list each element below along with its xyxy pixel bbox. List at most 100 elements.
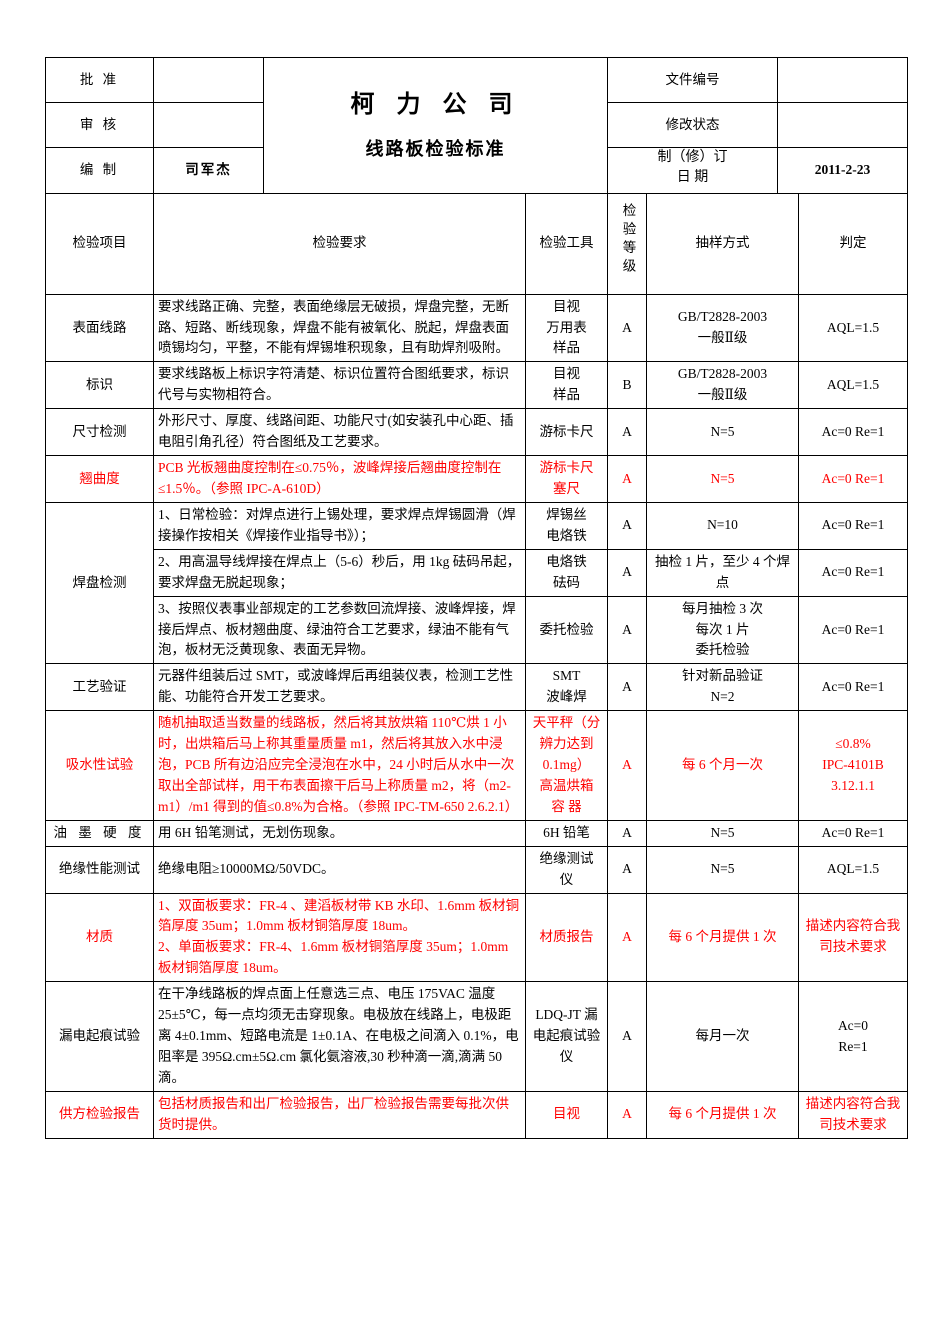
cell-sampling: 针对新品验证 N=2 [646,663,799,712]
table-row: 尺寸检测 外形尺寸、厚度、线路间距、功能尺寸(如安装孔中心距、插电阻引角孔径）符合… [45,408,908,457]
cell-tool: 目视 样品 [525,361,608,410]
cell-grade: A [607,595,647,665]
review-value[interactable] [153,102,264,148]
cell-tool: 绝缘测试仪 [525,845,608,894]
header-grade: 检验等级 [607,192,647,295]
cell-tool: LDQ-JT 漏电起痕试验仪 [525,981,608,1092]
cell-grade: A [607,1090,647,1139]
cell-requirement: 在干净线路板的焊点面上任意选三点、电压 175VAC 温度 25±5℃，每一点均… [153,981,526,1092]
cell-inspection-item: 油 墨 硬 度 [45,819,154,847]
cell-tool: 目视 [525,1090,608,1139]
header-tool: 检验工具 [525,192,608,295]
issue-date-label-line1: 制（修）订 [657,150,728,165]
review-label: 审 核 [45,102,154,148]
file-no-value[interactable] [777,57,908,103]
cell-grade: A [607,663,647,712]
header-requirement: 检验要求 [153,192,526,295]
cell-requirement: 2、用高温导线焊接在焊点上（5-6）秒后，用 1kg 砝码吊起，要求焊盘无脱起现… [153,548,526,597]
cell-judgement: Ac=0 Re=1 [798,455,908,503]
cell-inspection-item: 吸水性试验 [45,710,154,821]
cell-grade: A [607,293,647,363]
cell-tool: 6H 铅笔 [525,819,608,847]
cell-sampling: N=5 [646,408,799,457]
cell-tool: SMT 波峰焊 [525,663,608,712]
cell-sampling: 每月抽检 3 次每次 1 片委托检验 [646,595,799,665]
approve-value[interactable] [153,57,264,103]
cell-requirement: 3、按照仪表事业部规定的工艺参数回流焊接、波峰焊接，焊接后焊点、板材翘曲度、绿油… [153,595,526,665]
cell-sampling: 抽检 1 片，至少 4 个焊点 [646,548,799,597]
cell-judgement: AQL=1.5 [798,361,908,410]
cell-requirement: 要求线路正确、完整，表面绝缘层无破损，焊盘完整，无断路、短路、断线现象，焊盘不能… [153,293,526,363]
table-row: 绝缘性能测试 绝缘电阻≥10000MΩ/50VDC。 绝缘测试仪 A N=5 AQL=1.… [45,845,908,894]
cell-inspection-item: 表面线路 [45,293,154,363]
cell-requirement: PCB 光板翘曲度控制在≤0.75％，波峰焊接后翘曲度控制在≤1.5％。（参照 … [153,455,526,503]
revision-status-value[interactable] [777,102,908,148]
table-row: 工艺验证 元器件组装后过 SMT，或波峰焊后再组装仪表，检测工艺性能、功能符合开发… [45,663,908,712]
cell-grade: A [607,845,647,894]
cell-judgement: Ac=0 Re=1 [798,595,908,665]
inspection-standard-table: 检验项目 检验要求 检验工具 检验等级 抽样方式 判定 表面线路 要求线路正确、完… [45,192,908,1139]
table-row: 翘曲度 PCB 光板翘曲度控制在≤0.75％，波峰焊接后翘曲度控制在≤1.5％。（… [45,455,908,503]
page-title: 线路板检验标准 [365,138,506,159]
table-row: 2、用高温导线焊接在焊点上（5-6）秒后，用 1kg 砝码吊起，要求焊盘无脱起现… [46,548,908,597]
cell-grade: A [607,548,647,597]
cell-judgement: Ac=0 Re=1 [798,548,908,597]
cell-judgement: AQL=1.5 [798,845,908,894]
cell-inspection-item: 漏电起痕试验 [45,981,154,1092]
header-grade-label: 检验等级 [620,203,636,278]
cell-sampling: N=5 [646,819,799,847]
cell-requirement: 1、双面板要求：FR-4 、建滔板材带 KB 水印、1.6mm 板材铜箔厚度 3… [153,892,526,983]
table-row: 表面线路 要求线路正确、完整，表面绝缘层无破损，焊盘完整，无断路、短路、断线现象，… [45,293,908,363]
cell-tool: 游标卡尺 塞尺 [525,455,608,503]
cell-requirement: 绝缘电阻≥10000MΩ/50VDC。 [153,845,526,894]
cell-inspection-item: 尺寸检测 [45,408,154,457]
cell-grade: A [607,981,647,1092]
cell-inspection-item: 材质 [45,892,154,983]
table-row: 吸水性试验 随机抽取适当数量的线路板，然后将其放烘箱 110℃烘 1 小时，出烘箱… [45,710,908,821]
file-no-label: 文件编号 [607,57,778,103]
table-row: 材质 1、双面板要求：FR-4 、建滔板材带 KB 水印、1.6mm 板材铜箔厚度… [45,892,908,983]
cell-judgement: Ac=0 Re=1 [798,663,908,712]
table-header-row: 检验项目 检验要求 检验工具 检验等级 抽样方式 判定 [45,192,908,295]
table-row: 焊盘检测 1、日常检验：对焊点进行上锡处理，要求焊点焊锡圆滑（焊接操作按相关《焊接… [45,501,908,665]
cell-grade: A [607,819,647,847]
cell-inspection-item: 标识 [45,361,154,410]
cell-grade: A [607,408,647,457]
header-sampling: 抽样方式 [646,192,799,295]
cell-grade: B [607,361,647,410]
prepare-label: 编 制 [45,147,154,194]
cell-judgement: 描述内容符合我司技术要求 [798,892,908,983]
cell-sampling: N=10 [646,501,799,550]
table-row: 漏电起痕试验 在干净线路板的焊点面上任意选三点、电压 175VAC 温度 25±5… [45,981,908,1092]
cell-judgement: Ac=0 Re=1 [798,981,908,1092]
cell-sampling: 每 6 个月提供 1 次 [646,1090,799,1139]
cell-tool: 游标卡尺 [525,408,608,457]
cell-grade: A [607,455,647,503]
header-item: 检验项目 [45,192,154,295]
cell-sampling: 每月一次 [646,981,799,1092]
document-title-cell: 柯 力 公 司 线路板检验标准 [263,57,608,194]
cell-sampling: N=5 [646,845,799,894]
document-page: 批 准 柯 力 公 司 线路板检验标准 文件编号 审 核 修改状态 编 制 司军… [45,57,908,1139]
cell-inspection-item: 供方检验报告 [45,1090,154,1139]
cell-inspection-item: 绝缘性能测试 [45,845,154,894]
cell-tool: 材质报告 [525,892,608,983]
cell-requirement: 用 6H 铅笔测试，无划伤现象。 [153,819,526,847]
cell-tool: 焊锡丝 电烙铁 [525,501,608,550]
cell-tool: 天平秤（分辨力达到 0.1mg） 高温烘箱容 器 [525,710,608,821]
cell-requirement: 外形尺寸、厚度、线路间距、功能尺寸(如安装孔中心距、插电阻引角孔径）符合图纸及工… [153,408,526,457]
cell-sampling: GB/T2828-2003 一般Ⅱ级 [646,293,799,363]
cell-grade: A [607,710,647,821]
cell-requirement: 包括材质报告和出厂检验报告，出厂检验报告需要每批次供货时提供。 [153,1090,526,1139]
prepare-value[interactable]: 司军杰 [153,147,264,194]
cell-grade: A [607,501,647,550]
title-block-table: 批 准 柯 力 公 司 线路板检验标准 文件编号 审 核 修改状态 编 制 司军… [45,57,908,194]
approve-label: 批 准 [45,57,154,103]
issue-date-label-line2: 日 期 [676,170,709,186]
cell-sampling: 每 6 个月一次 [646,710,799,821]
table-row: 供方检验报告 包括材质报告和出厂检验报告，出厂检验报告需要每批次供货时提供。 目视 A… [45,1090,908,1139]
cell-sampling: N=5 [646,455,799,503]
revision-status-label: 修改状态 [607,102,778,148]
cell-judgement: Ac=0 Re=1 [798,501,908,550]
issue-date-value[interactable]: 2011-2-23 [777,147,908,194]
